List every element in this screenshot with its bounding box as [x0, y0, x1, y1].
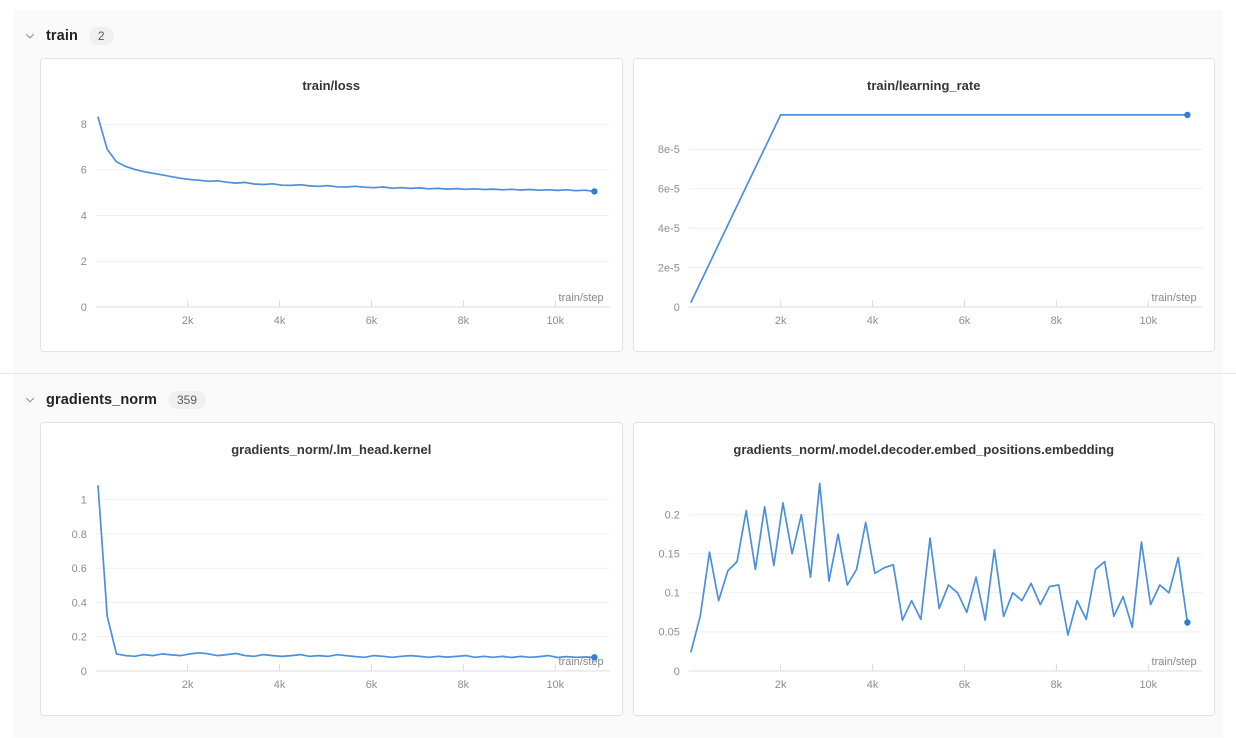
- chart-title: train/learning_rate: [867, 78, 981, 93]
- section-gradients-norm: gradients_norm 359 gradients_norm/.lm_he…: [13, 374, 1223, 737]
- svg-text:6k: 6k: [366, 679, 378, 691]
- svg-text:4e-5: 4e-5: [657, 223, 679, 235]
- chart-grid: train/loss 0 2 4 6 8 2k 4k 6k 8k 10k train/step tr…: [40, 58, 1215, 352]
- svg-text:8k: 8k: [458, 315, 470, 327]
- svg-text:2k: 2k: [774, 315, 786, 327]
- svg-text:0: 0: [81, 666, 87, 678]
- svg-text:0.6: 0.6: [72, 563, 87, 575]
- svg-text:6e-5: 6e-5: [657, 184, 679, 196]
- svg-text:8k: 8k: [1050, 679, 1062, 691]
- svg-text:2k: 2k: [182, 315, 194, 327]
- section-title[interactable]: gradients_norm: [46, 392, 157, 408]
- line-chart-train-loss[interactable]: 0 2 4 6 8 2k 4k 6k 8k 10k train/step: [41, 96, 622, 352]
- svg-text:0.8: 0.8: [72, 529, 87, 541]
- chart-grid: gradients_norm/.lm_head.kernel 0 0.2 0.4 0.…: [40, 422, 1215, 716]
- chart-title: gradients_norm/.lm_head.kernel: [231, 442, 432, 457]
- svg-text:4k: 4k: [274, 315, 286, 327]
- section-title[interactable]: train: [46, 28, 78, 44]
- section-train: train 2 train/loss 0 2 4 6 8 2k 4k 6k 8k 10k train…: [13, 10, 1223, 373]
- svg-text:6k: 6k: [366, 315, 378, 327]
- svg-text:8: 8: [81, 119, 87, 131]
- last-point-dot: [591, 188, 598, 195]
- section-gradients-norm-header: gradients_norm 359: [23, 389, 1215, 411]
- svg-text:10k: 10k: [546, 679, 564, 691]
- section-divider: [0, 373, 1236, 374]
- chart-title: train/loss: [302, 78, 361, 93]
- svg-text:0.1: 0.1: [664, 588, 679, 600]
- last-point-dot: [591, 654, 598, 661]
- svg-text:10k: 10k: [546, 315, 564, 327]
- svg-text:train/step: train/step: [559, 292, 604, 304]
- chevron-down-icon[interactable]: [23, 393, 37, 407]
- chevron-down-icon[interactable]: [23, 29, 37, 43]
- line-chart-train-learning-rate[interactable]: 0 2e-5 4e-5 6e-5 8e-5 2k 4k 6k 8k 10k train/step: [634, 96, 1215, 352]
- chart-card-train-loss[interactable]: train/loss 0 2 4 6 8 2k 4k 6k 8k 10k train/step: [40, 58, 623, 352]
- svg-text:2k: 2k: [774, 679, 786, 691]
- svg-text:4k: 4k: [274, 679, 286, 691]
- svg-text:2k: 2k: [182, 679, 194, 691]
- last-point-dot: [1183, 111, 1191, 119]
- chart-card-lm-head-kernel[interactable]: gradients_norm/.lm_head.kernel 0 0.2 0.4 0.…: [40, 422, 623, 716]
- svg-text:0: 0: [673, 666, 679, 678]
- chart-card-embed-positions-embedding[interactable]: gradients_norm/.model.decoder.embed_posi…: [632, 422, 1215, 716]
- chart-title: gradients_norm/.model.decoder.embed_posi…: [733, 442, 1115, 457]
- svg-text:2e-5: 2e-5: [657, 262, 679, 274]
- svg-text:0.05: 0.05: [658, 627, 679, 639]
- svg-text:train/step: train/step: [1151, 292, 1196, 304]
- svg-text:0: 0: [81, 302, 87, 314]
- section-train-header: train 2: [23, 25, 1215, 47]
- svg-text:6: 6: [81, 165, 87, 177]
- svg-text:8k: 8k: [458, 679, 470, 691]
- svg-text:1: 1: [81, 494, 87, 506]
- section-count-badge: 359: [167, 391, 207, 409]
- svg-text:4: 4: [81, 210, 87, 222]
- chart-card-train-learning-rate[interactable]: train/learning_rate 0 2e-5 4e-5 6e-5 8e-5 2k 4…: [632, 58, 1215, 352]
- line-chart-embed-positions-embedding[interactable]: 0 0.05 0.1 0.15 0.2 2k 4k 6k 8k 10k train/step: [634, 460, 1215, 716]
- svg-text:0.2: 0.2: [72, 631, 87, 643]
- svg-text:2: 2: [81, 256, 87, 268]
- svg-text:4k: 4k: [866, 315, 878, 327]
- last-point-dot: [1183, 619, 1191, 626]
- svg-text:6k: 6k: [958, 315, 970, 327]
- svg-text:4k: 4k: [866, 679, 878, 691]
- svg-text:train/step: train/step: [1151, 656, 1196, 668]
- svg-text:10k: 10k: [1139, 315, 1157, 327]
- svg-text:8e-5: 8e-5: [657, 144, 679, 156]
- svg-text:0: 0: [673, 302, 679, 314]
- svg-text:8k: 8k: [1050, 315, 1062, 327]
- svg-text:0.4: 0.4: [72, 597, 87, 609]
- svg-text:6k: 6k: [958, 679, 970, 691]
- section-count-badge: 2: [88, 27, 114, 45]
- svg-text:0.2: 0.2: [664, 509, 679, 521]
- svg-text:10k: 10k: [1139, 679, 1157, 691]
- svg-text:0.15: 0.15: [658, 548, 679, 560]
